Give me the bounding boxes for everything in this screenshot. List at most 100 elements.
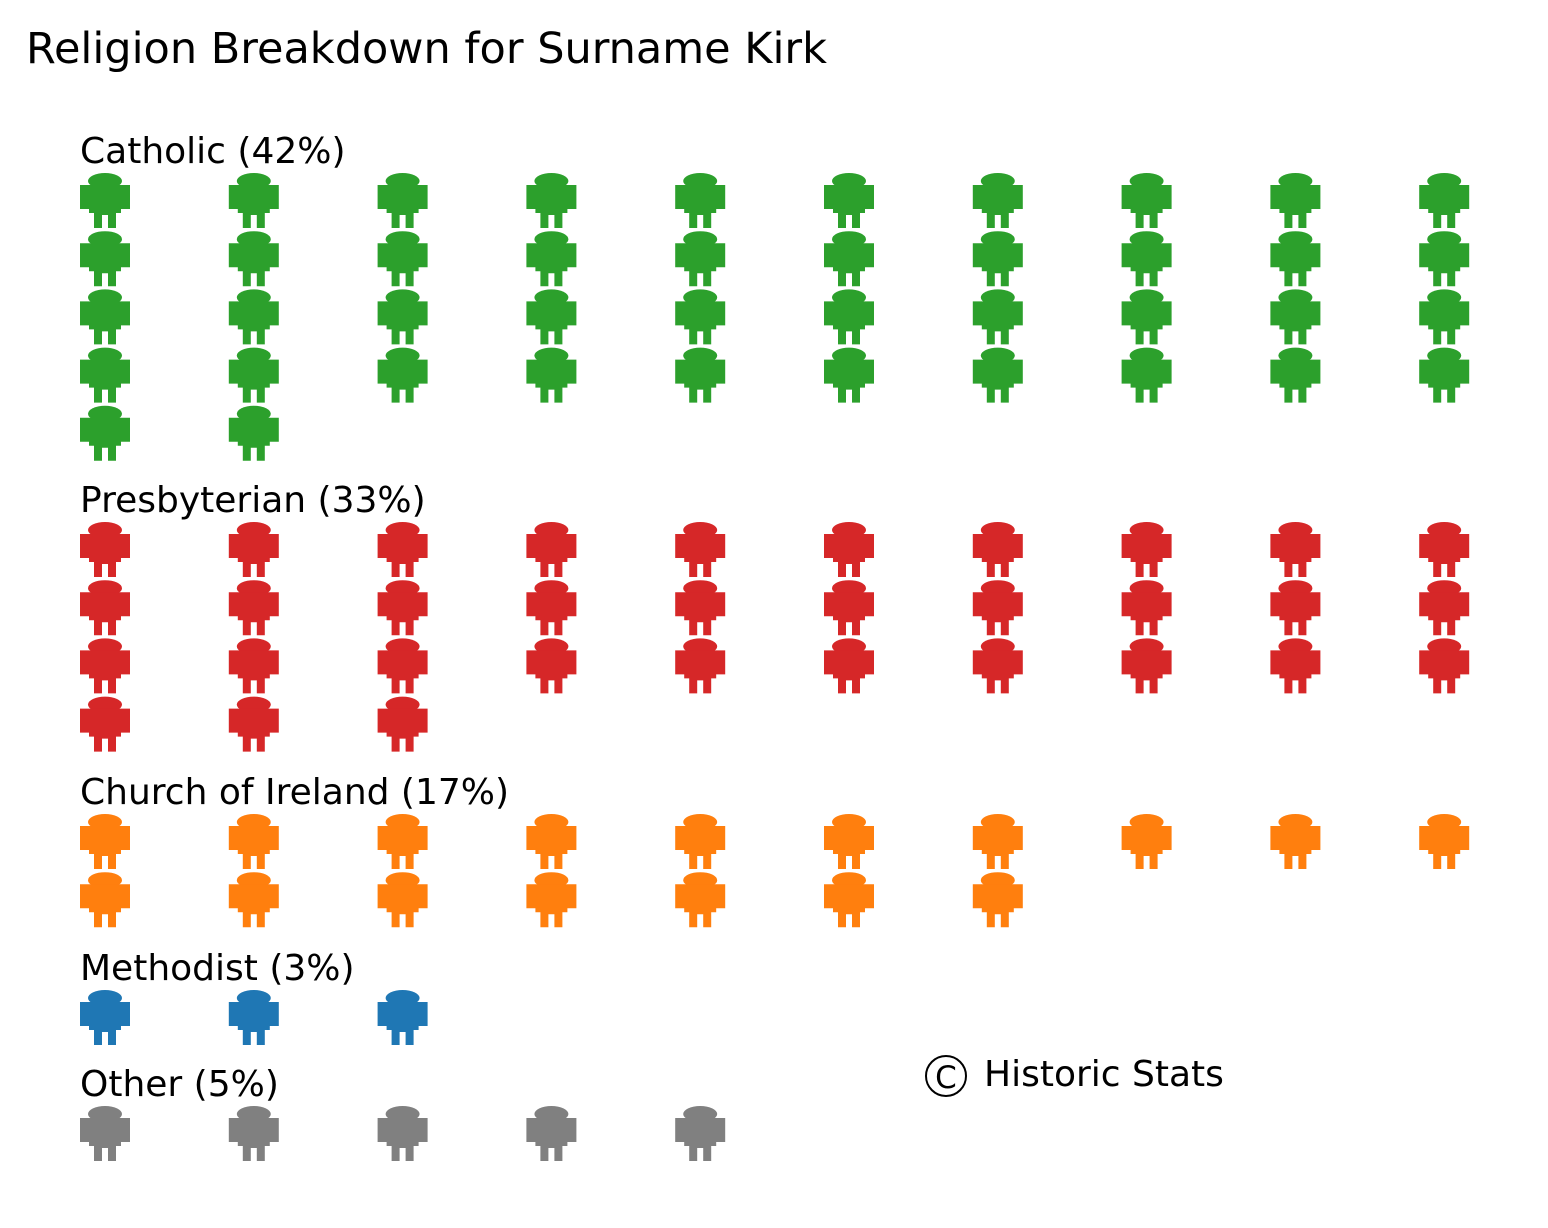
person-icon (80, 231, 130, 287)
person-icon-body (228, 592, 279, 636)
person-icon-body (228, 359, 279, 403)
person-icon (1270, 638, 1321, 694)
person-icon-body (972, 301, 1023, 345)
person-icon (228, 638, 279, 694)
person-icon-body (526, 534, 577, 577)
person-icon-body (1270, 650, 1321, 694)
person-icon (675, 580, 726, 636)
person-icon-body (228, 650, 279, 694)
person-icon-body (526, 884, 577, 928)
copyright-symbol: C (935, 1060, 957, 1096)
person-icon (526, 638, 577, 694)
person-icon (1121, 347, 1172, 403)
person-icon (824, 289, 874, 345)
person-icon (80, 347, 130, 403)
person-icon-body (824, 243, 874, 287)
person-icon (526, 173, 577, 228)
group-church-of-ireland: Church of Ireland (17%) (80, 772, 1470, 928)
person-icon (377, 638, 428, 694)
person-icon-body (824, 650, 874, 694)
person-icon (1270, 289, 1321, 345)
person-icon (972, 289, 1023, 345)
person-icon (377, 522, 428, 577)
person-icon (228, 522, 279, 577)
person-icon (675, 814, 726, 869)
person-icon (824, 173, 874, 228)
person-icon (824, 872, 874, 928)
person-icon-body (675, 185, 726, 228)
person-icon-body (80, 534, 130, 577)
person-icon-body (1270, 359, 1321, 403)
person-icon-body (1419, 650, 1470, 694)
person-icon (972, 580, 1023, 636)
person-icon-body (1419, 826, 1470, 869)
person-icon (228, 696, 279, 752)
person-icon (1121, 173, 1172, 228)
person-icon-body (377, 359, 428, 403)
person-icon (526, 522, 577, 577)
person-icon-body (972, 534, 1023, 577)
person-icon-body (377, 185, 428, 228)
person-icon (1121, 289, 1172, 345)
person-icon-body (80, 1002, 130, 1045)
person-icon-body (228, 417, 279, 461)
person-icon-body (80, 826, 130, 869)
person-icon (972, 347, 1023, 403)
group-label: Other (5%) (80, 1064, 279, 1105)
person-icon (1270, 347, 1321, 403)
person-icon (80, 638, 130, 694)
person-icon-body (675, 534, 726, 577)
person-icon-body (675, 884, 726, 928)
person-icon (1121, 522, 1172, 577)
person-icon (526, 814, 577, 869)
person-icon (228, 580, 279, 636)
person-icon (526, 580, 577, 636)
person-icon-body (526, 1118, 577, 1161)
person-icon-body (526, 301, 577, 345)
person-icon (228, 990, 279, 1045)
person-icon (675, 872, 726, 928)
person-icon-body (80, 417, 130, 461)
person-icon-body (228, 1002, 279, 1045)
person-icon (377, 814, 428, 869)
person-icon (80, 696, 130, 752)
person-icon (824, 638, 874, 694)
person-icon-body (1121, 301, 1172, 345)
person-icon (972, 173, 1023, 228)
person-icon-body (377, 708, 428, 752)
person-icon-body (1270, 301, 1321, 345)
credit: C Historic Stats (925, 1054, 1224, 1097)
person-icon-body (824, 592, 874, 636)
person-icon (377, 173, 428, 228)
person-icon-body (1121, 243, 1172, 287)
person-icon-body (972, 243, 1023, 287)
person-icon (526, 1106, 577, 1161)
group-label: Presbyterian (33%) (80, 480, 426, 521)
person-icon (526, 289, 577, 345)
person-icon (972, 231, 1023, 287)
group-catholic: Catholic (42%) (80, 131, 1470, 461)
person-icon (824, 347, 874, 403)
person-icon-body (228, 301, 279, 345)
person-icon-body (824, 359, 874, 403)
person-icon-body (80, 185, 130, 228)
person-icon (377, 231, 428, 287)
person-icon (675, 347, 726, 403)
person-icon (1270, 580, 1321, 636)
person-icon-body (824, 534, 874, 577)
group-other: Other (5%) (80, 1064, 726, 1161)
person-icon-body (80, 1118, 130, 1161)
person-icon-body (1270, 592, 1321, 636)
person-icon (80, 289, 130, 345)
person-icon (228, 231, 279, 287)
person-icon-body (526, 592, 577, 636)
person-icon (377, 580, 428, 636)
person-icon (80, 990, 130, 1045)
person-icon (824, 580, 874, 636)
person-icon (1270, 814, 1321, 869)
person-icon (526, 872, 577, 928)
person-icon-body (1419, 359, 1470, 403)
person-icon (824, 231, 874, 287)
person-icon-body (1121, 185, 1172, 228)
person-icon-body (675, 243, 726, 287)
